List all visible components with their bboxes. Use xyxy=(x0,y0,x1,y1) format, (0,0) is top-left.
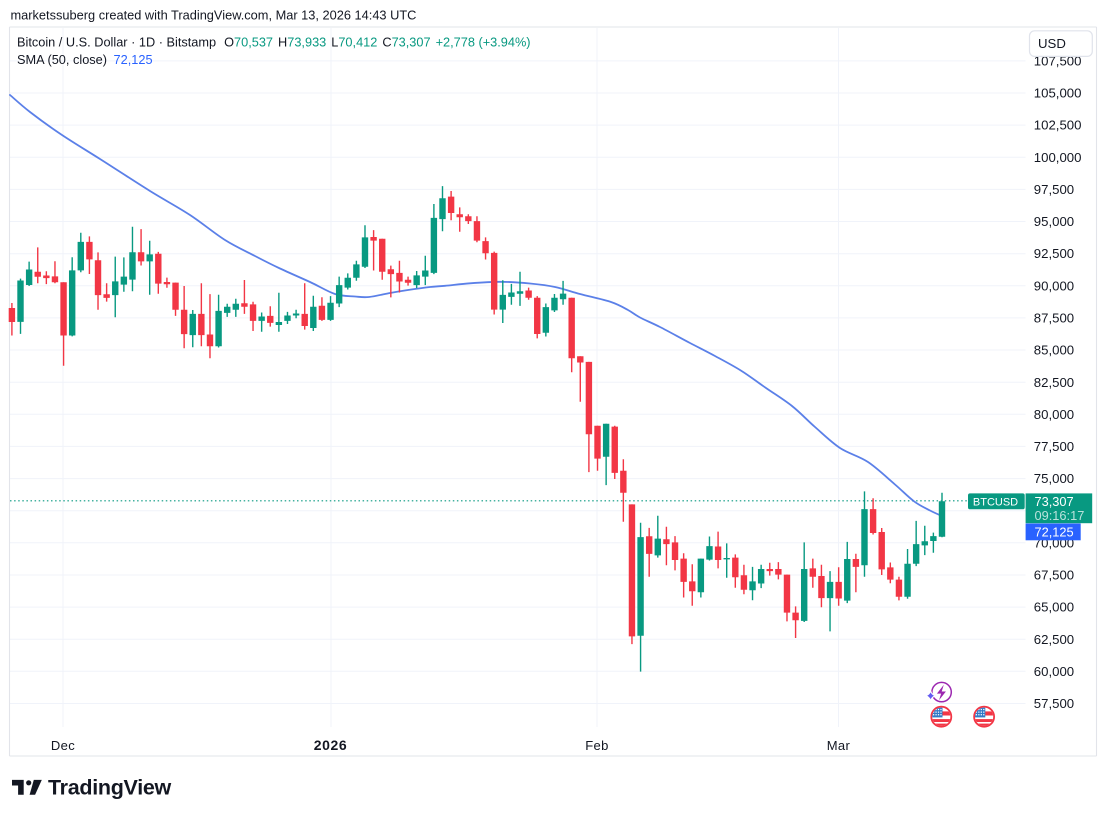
svg-text:2026: 2026 xyxy=(314,737,348,753)
svg-text:102,500: 102,500 xyxy=(1034,118,1082,133)
svg-text:09:16:17: 09:16:17 xyxy=(1035,508,1085,523)
svg-text:75,000: 75,000 xyxy=(1034,471,1074,486)
svg-text:92,500: 92,500 xyxy=(1034,246,1074,261)
svg-text:Mar: Mar xyxy=(827,738,851,753)
svg-text:TradingView: TradingView xyxy=(48,776,172,800)
svg-text:77,500: 77,500 xyxy=(1034,439,1074,454)
svg-text:SMA (50, close) 72,125: SMA (50, close) 72,125 xyxy=(17,52,153,67)
svg-text:100,000: 100,000 xyxy=(1034,150,1082,165)
svg-text:57,500: 57,500 xyxy=(1034,696,1074,711)
svg-text:105,000: 105,000 xyxy=(1034,86,1082,101)
svg-text:USD: USD xyxy=(1038,36,1066,51)
svg-text:107,500: 107,500 xyxy=(1034,54,1082,69)
svg-text:60,000: 60,000 xyxy=(1034,664,1074,679)
svg-text:97,500: 97,500 xyxy=(1034,182,1074,197)
svg-text:82,500: 82,500 xyxy=(1034,375,1074,390)
svg-text:67,500: 67,500 xyxy=(1034,568,1074,583)
svg-text:80,000: 80,000 xyxy=(1034,407,1074,422)
svg-text:Dec: Dec xyxy=(51,738,75,753)
svg-text:73,307: 73,307 xyxy=(1035,494,1074,509)
svg-text:87,500: 87,500 xyxy=(1034,311,1074,326)
svg-text:62,500: 62,500 xyxy=(1034,632,1074,647)
svg-text:marketssuberg created with Tra: marketssuberg created with TradingView.c… xyxy=(11,8,417,23)
svg-text:BTCUSD: BTCUSD xyxy=(973,496,1018,508)
svg-text:85,000: 85,000 xyxy=(1034,343,1074,358)
svg-text:Feb: Feb xyxy=(585,738,609,753)
svg-text:90,000: 90,000 xyxy=(1034,278,1074,293)
svg-text:95,000: 95,000 xyxy=(1034,214,1074,229)
svg-text:72,125: 72,125 xyxy=(1035,525,1074,540)
svg-text:65,000: 65,000 xyxy=(1034,600,1074,615)
